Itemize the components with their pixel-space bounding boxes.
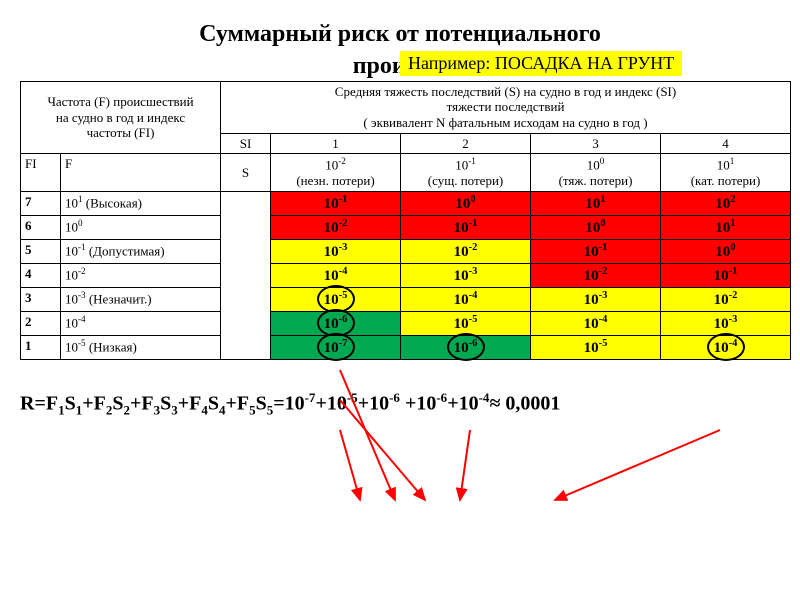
header-right: Средняя тяжесть последствий (S) на судно… — [221, 81, 791, 133]
matrix-cell: 10-2 — [531, 263, 661, 287]
severity-val: 101(кат. потери) — [661, 154, 791, 192]
severity-idx: 1 — [271, 133, 401, 154]
matrix-cell: 102 — [661, 191, 791, 215]
matrix-cell: 10-5 — [401, 311, 531, 335]
severity-val: 100(тяж. потери) — [531, 154, 661, 192]
matrix-cell: 10-7 — [271, 335, 401, 359]
f-cell: 10-1 (Допустимая) — [61, 239, 221, 263]
matrix-cell: 10-2 — [661, 287, 791, 311]
matrix-cell: 10-6 — [271, 311, 401, 335]
col-s: S — [221, 154, 271, 192]
matrix-cell: 10-4 — [271, 263, 401, 287]
fi-cell: 5 — [21, 239, 61, 263]
f-cell: 10-4 — [61, 311, 221, 335]
severity-idx: 2 — [401, 133, 531, 154]
subtitle-row: происше Например: ПОСАДКА НА ГРУНТ — [20, 53, 780, 81]
matrix-cell: 10-1 — [661, 263, 791, 287]
fi-cell: 3 — [21, 287, 61, 311]
fi-cell: 6 — [21, 215, 61, 239]
matrix-cell: 10-5 — [271, 287, 401, 311]
severity-val: 10-2(незн. потери) — [271, 154, 401, 192]
matrix-cell: 10-5 — [531, 335, 661, 359]
fi-cell: 4 — [21, 263, 61, 287]
col-si: SI — [221, 133, 271, 154]
severity-idx: 4 — [661, 133, 791, 154]
f-cell: 10-5 (Низкая) — [61, 335, 221, 359]
matrix-cell: 10-1 — [271, 191, 401, 215]
col-f: F — [61, 154, 221, 192]
matrix-cell: 10-3 — [401, 263, 531, 287]
matrix-cell: 10-3 — [271, 239, 401, 263]
matrix-cell: 100 — [531, 215, 661, 239]
col-fi: FI — [21, 154, 61, 192]
fi-cell: 7 — [21, 191, 61, 215]
matrix-cell: 101 — [661, 215, 791, 239]
page-title: Суммарный риск от потенциального — [20, 20, 780, 49]
f-cell: 10-2 — [61, 263, 221, 287]
risk-matrix-table: Частота (F) происшествий на судно в год … — [20, 81, 791, 360]
matrix-cell: 10-6 — [401, 335, 531, 359]
blank-spacer — [221, 191, 271, 359]
matrix-cell: 100 — [661, 239, 791, 263]
matrix-cell: 10-2 — [271, 215, 401, 239]
matrix-cell: 10-3 — [531, 287, 661, 311]
matrix-cell: 10-4 — [401, 287, 531, 311]
f-cell: 100 — [61, 215, 221, 239]
fi-cell: 1 — [21, 335, 61, 359]
matrix-cell: 10-2 — [401, 239, 531, 263]
risk-formula: R=F1S1+F2S2+F3S3+F4S4+F5S5=10-7+10-5+10-… — [20, 390, 780, 419]
example-label: Например: ПОСАДКА НА ГРУНТ — [400, 51, 682, 76]
severity-val: 10-1(сущ. потери) — [401, 154, 531, 192]
matrix-cell: 10-3 — [661, 311, 791, 335]
matrix-cell: 100 — [401, 191, 531, 215]
matrix-cell: 10-4 — [531, 311, 661, 335]
severity-idx: 3 — [531, 133, 661, 154]
matrix-cell: 101 — [531, 191, 661, 215]
fi-cell: 2 — [21, 311, 61, 335]
header-left: Частота (F) происшествий на судно в год … — [21, 81, 221, 153]
matrix-cell: 10-1 — [531, 239, 661, 263]
matrix-cell: 10-4 — [661, 335, 791, 359]
f-cell: 101 (Высокая) — [61, 191, 221, 215]
f-cell: 10-3 (Незначит.) — [61, 287, 221, 311]
matrix-cell: 10-1 — [401, 215, 531, 239]
